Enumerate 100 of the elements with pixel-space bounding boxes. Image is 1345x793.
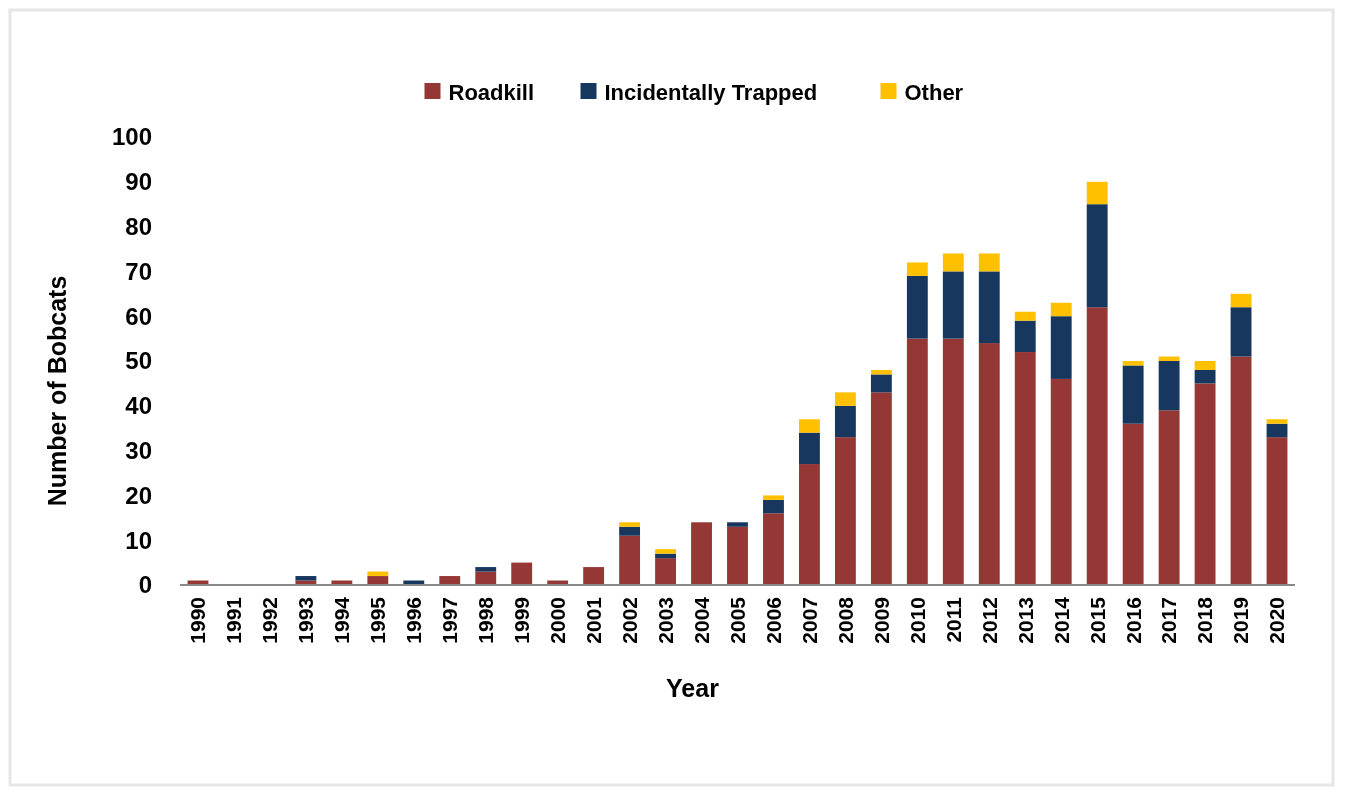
x-tick-label: 2012 xyxy=(977,597,1001,644)
x-tick-label: 2008 xyxy=(833,596,857,644)
bar xyxy=(691,522,712,585)
legend-label: Other xyxy=(904,79,964,105)
x-tick-label: 1990 xyxy=(186,597,210,644)
bar xyxy=(619,526,641,536)
bar xyxy=(655,558,676,585)
bar xyxy=(1266,423,1288,438)
x-tick-label: 2006 xyxy=(761,597,785,644)
x-tick-label: 2003 xyxy=(653,597,677,644)
bar xyxy=(1050,316,1072,379)
y-tick-label: 70 xyxy=(125,257,152,285)
bar xyxy=(834,405,856,438)
bar xyxy=(1122,365,1144,424)
x-tick-label: 2000 xyxy=(546,597,570,644)
bar xyxy=(942,253,964,272)
bar xyxy=(1158,361,1180,411)
x-tick-label: 2002 xyxy=(617,597,641,644)
bar xyxy=(870,374,892,393)
y-tick-label: 80 xyxy=(125,213,152,240)
bar xyxy=(295,576,317,581)
bar xyxy=(763,513,784,585)
bar xyxy=(834,392,856,406)
bar xyxy=(1050,302,1072,317)
x-tick-label: 2018 xyxy=(1193,596,1217,644)
x-tick-label: 2013 xyxy=(1013,597,1037,644)
bar xyxy=(583,567,605,585)
x-tick-label: 2010 xyxy=(905,597,929,644)
bar xyxy=(367,576,389,585)
bar xyxy=(475,567,497,572)
bar xyxy=(1122,361,1144,366)
bar xyxy=(1086,204,1108,308)
bar xyxy=(1086,307,1108,585)
bar xyxy=(978,253,1000,272)
bar xyxy=(1122,423,1144,585)
y-tick-label: 0 xyxy=(138,571,152,599)
x-tick-label: 1991 xyxy=(222,596,246,644)
bar xyxy=(727,526,748,585)
y-tick-label: 60 xyxy=(125,302,152,330)
bar xyxy=(655,553,676,559)
bar xyxy=(1014,311,1036,321)
y-tick-label: 100 xyxy=(111,123,152,151)
x-tick-label: 2007 xyxy=(797,597,821,644)
bar xyxy=(978,343,1000,585)
bar xyxy=(834,437,856,585)
x-tick-label: 1995 xyxy=(366,596,390,644)
bar xyxy=(1266,419,1288,424)
x-tick-label: 1999 xyxy=(510,597,534,644)
bar xyxy=(1194,361,1216,370)
x-tick-label: 2001 xyxy=(581,596,605,644)
bar xyxy=(1266,437,1288,585)
bar xyxy=(799,419,820,433)
bar xyxy=(763,499,784,514)
bar xyxy=(1194,369,1216,384)
bar xyxy=(906,338,928,585)
bar xyxy=(1230,293,1252,308)
x-tick-label: 2009 xyxy=(869,597,893,644)
x-axis-title: Year xyxy=(666,674,720,702)
bar xyxy=(978,271,1000,344)
bar xyxy=(763,495,784,500)
x-tick-label: 1997 xyxy=(438,597,462,644)
bar xyxy=(1014,352,1036,585)
bar xyxy=(511,562,533,585)
bar xyxy=(1158,410,1180,585)
y-axis-title: Number of Bobcats xyxy=(43,275,71,507)
x-tick-label: 2016 xyxy=(1121,597,1145,644)
x-tick-label: 2011 xyxy=(941,596,965,643)
x-tick-label: 2019 xyxy=(1229,597,1253,644)
bar xyxy=(799,432,820,465)
y-tick-label: 30 xyxy=(125,437,152,464)
x-tick-label: 2005 xyxy=(725,596,749,644)
bar xyxy=(727,522,748,527)
bar xyxy=(1158,356,1180,361)
y-tick-label: 40 xyxy=(125,392,152,420)
bar xyxy=(870,392,892,585)
bar xyxy=(1194,383,1216,585)
bar xyxy=(1086,181,1108,205)
x-tick-label: 2004 xyxy=(689,596,713,644)
bar xyxy=(439,576,461,585)
bar xyxy=(475,571,497,585)
x-tick-label: 2020 xyxy=(1265,597,1289,644)
bar xyxy=(1050,378,1072,585)
x-tick-label: 2015 xyxy=(1085,596,1109,644)
bar xyxy=(619,522,641,527)
bar xyxy=(799,464,820,585)
legend-label: Incidentally Trapped xyxy=(604,79,818,105)
bar xyxy=(942,338,964,585)
x-tick-label: 1992 xyxy=(258,597,282,644)
x-tick-label: 1998 xyxy=(474,596,498,644)
bar xyxy=(906,262,928,276)
y-tick-label: 90 xyxy=(125,168,152,196)
bar xyxy=(1230,356,1252,585)
x-tick-label: 2017 xyxy=(1157,597,1181,644)
bar xyxy=(655,549,676,554)
y-tick-label: 20 xyxy=(125,481,152,509)
bar xyxy=(1230,307,1252,357)
bar xyxy=(367,571,389,577)
bar xyxy=(906,275,928,339)
y-tick-label: 50 xyxy=(125,347,152,375)
y-tick-label: 10 xyxy=(125,526,152,554)
